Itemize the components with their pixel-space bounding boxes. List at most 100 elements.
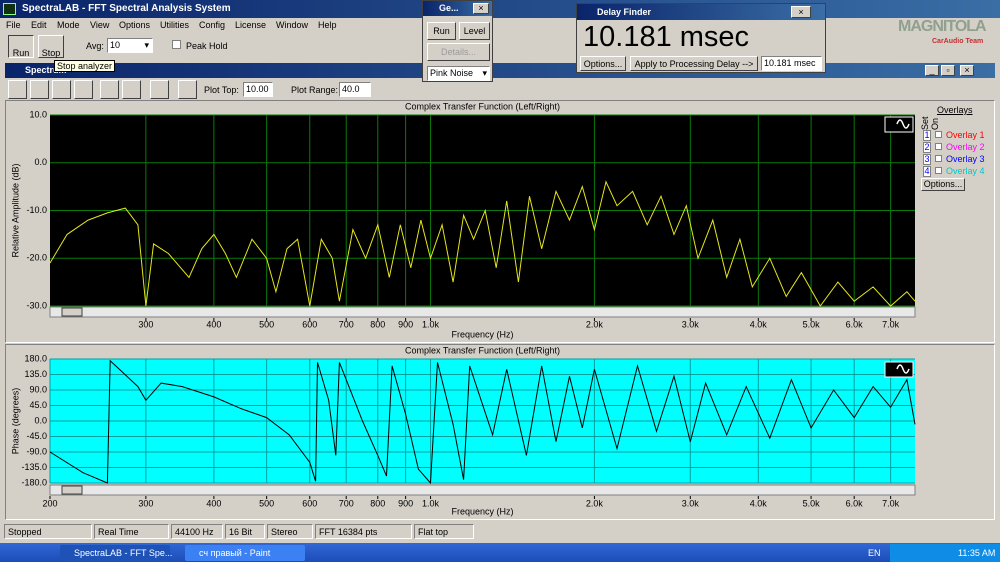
x-tick-label: 4.0k <box>750 498 768 508</box>
overlay-checkbox[interactable] <box>935 155 942 162</box>
overlay-checkbox[interactable] <box>935 131 942 138</box>
generator-window: Ge... × Run Level Details... Pink Noise ▾ <box>422 0 493 82</box>
overlays-options-button[interactable]: Options... <box>921 178 965 191</box>
trace <box>49 180 916 307</box>
x-tick-label: 800 <box>370 319 385 329</box>
delay-options[interactable]: Options... <box>580 56 626 71</box>
x-tick-label: 6.0k <box>846 319 864 329</box>
x-tick-label: 900 <box>398 498 413 508</box>
tool-icon[interactable] <box>122 80 141 99</box>
x-axis-label: Frequency (Hz) <box>451 329 513 339</box>
plot-top-label: Plot Top: <box>204 85 239 95</box>
scrollbar <box>49 484 916 496</box>
y-axis-label: Phase (degrees) <box>10 388 20 455</box>
noise-value: Pink Noise <box>430 68 474 78</box>
delay-field: 10.181 msec <box>761 56 822 71</box>
y-tick-label: 45.0 <box>29 400 47 410</box>
plot-top-field[interactable]: 10.00 <box>243 82 273 97</box>
generator-run[interactable]: Run <box>427 22 456 40</box>
x-tick-label: 3.0k <box>682 498 700 508</box>
menu-item[interactable]: File <box>6 20 21 30</box>
delay-close[interactable]: × <box>791 6 811 18</box>
tool-icon[interactable] <box>52 80 71 99</box>
x-tick-label: 5.0k <box>803 319 821 329</box>
menu-item[interactable]: License <box>235 20 267 30</box>
x-tick-label: 2.0k <box>586 319 604 329</box>
plot-top-value: 10.00 <box>246 84 269 94</box>
menu-item[interactable]: Options <box>119 20 151 30</box>
y-tick-label: -90.0 <box>26 446 47 456</box>
y-tick-label: -135.0 <box>21 462 47 472</box>
stop-button[interactable]: Stop <box>38 35 64 58</box>
delay-finder-window: Delay Finder × 10.181 msec Options... Ap… <box>576 3 826 73</box>
scroll-thumb <box>61 307 83 317</box>
tool-icon[interactable] <box>178 80 197 99</box>
generator-level[interactable]: Level <box>459 22 490 40</box>
x-tick-label: 3.0k <box>682 319 700 329</box>
menu-item[interactable]: Window <box>276 20 309 30</box>
app-icon <box>3 3 16 15</box>
peak-hold-checkbox[interactable] <box>172 40 181 49</box>
y-tick-label: -45.0 <box>26 431 47 441</box>
menu-item[interactable]: Config <box>199 20 226 30</box>
close-button[interactable]: × <box>960 65 974 76</box>
tool-icon[interactable] <box>74 80 93 99</box>
tool-icon[interactable] <box>150 80 169 99</box>
x-tick-label: 400 <box>206 319 221 329</box>
tool-icon[interactable] <box>8 80 27 99</box>
x-tick-label: 5.0k <box>803 498 821 508</box>
logo-brand: MAGNITOLA <box>898 18 987 35</box>
x-tick-label: 300 <box>138 498 153 508</box>
overlay-name: Overlay 3 <box>946 154 985 164</box>
x-tick-label: 600 <box>302 319 317 329</box>
noise-select[interactable]: Pink Noise ▾ <box>427 66 490 81</box>
status-cell: FFT 16384 pts <box>315 524 412 539</box>
overlays-options: Options... <box>923 179 963 189</box>
avg-select[interactable]: 10 ▾ <box>107 38 153 53</box>
tool-icon[interactable] <box>30 80 49 99</box>
delay-title: Delay Finder <box>597 7 652 17</box>
generator-details-label: Details... <box>440 47 476 57</box>
y-tick-label: 90.0 <box>29 384 47 394</box>
overlay-name: Overlay 1 <box>946 130 985 140</box>
logo-sub: CarAudio Team <box>932 38 984 45</box>
y-tick-label: 135.0 <box>24 369 47 379</box>
menu-item[interactable]: Utilities <box>160 20 190 30</box>
minimize-button[interactable]: _ <box>925 65 939 76</box>
taskbar-item[interactable]: SpectraLAB - FFT Spe... <box>60 545 172 561</box>
apply-delay[interactable]: Apply to Processing Delay --> <box>630 56 758 71</box>
overlay-number: 4 <box>923 166 931 177</box>
menu-item[interactable]: View <box>90 20 110 30</box>
status-bar: Stopped Real Time 44100 Hz 16 Bit Stereo FFT … <box>0 523 1000 540</box>
generator-close[interactable]: × <box>473 3 489 14</box>
delay-field-value: 10.181 msec <box>764 58 816 68</box>
menu-item[interactable]: Help <box>318 20 337 30</box>
overlay-checkbox[interactable] <box>935 143 942 150</box>
x-tick-label: 400 <box>206 498 221 508</box>
x-tick-label: 6.0k <box>846 498 864 508</box>
x-tick-label: 1.0k <box>422 319 440 329</box>
restore-button[interactable]: ▫ <box>941 65 955 76</box>
overlay-checkbox[interactable] <box>935 167 942 174</box>
menu-item[interactable]: Mode <box>57 20 80 30</box>
x-tick-label: 1.0k <box>422 498 440 508</box>
sound-wave <box>896 364 910 374</box>
x-axis-label: Frequency (Hz) <box>451 506 513 516</box>
x-tick-label: 4.0k <box>750 319 768 329</box>
x-tick-label: 300 <box>138 319 153 329</box>
run-button[interactable]: Run <box>8 35 34 58</box>
menu-item[interactable]: Edit <box>31 20 47 30</box>
tool-icon[interactable] <box>100 80 119 99</box>
generator-details[interactable]: Details... <box>427 43 490 61</box>
plot-range-field[interactable]: 40.0 <box>339 82 371 97</box>
y-tick-label: -20.0 <box>26 253 47 263</box>
overlay-number: 3 <box>923 154 931 165</box>
taskbar-item[interactable]: сч правый - Paint <box>185 545 305 561</box>
overlay-number: 1 <box>923 130 931 141</box>
status-cell: Real Time <box>94 524 169 539</box>
status-cell: 16 Bit <box>225 524 265 539</box>
tooltip: Stop analyzer <box>54 60 116 72</box>
taskbar-language: EN <box>868 548 881 558</box>
